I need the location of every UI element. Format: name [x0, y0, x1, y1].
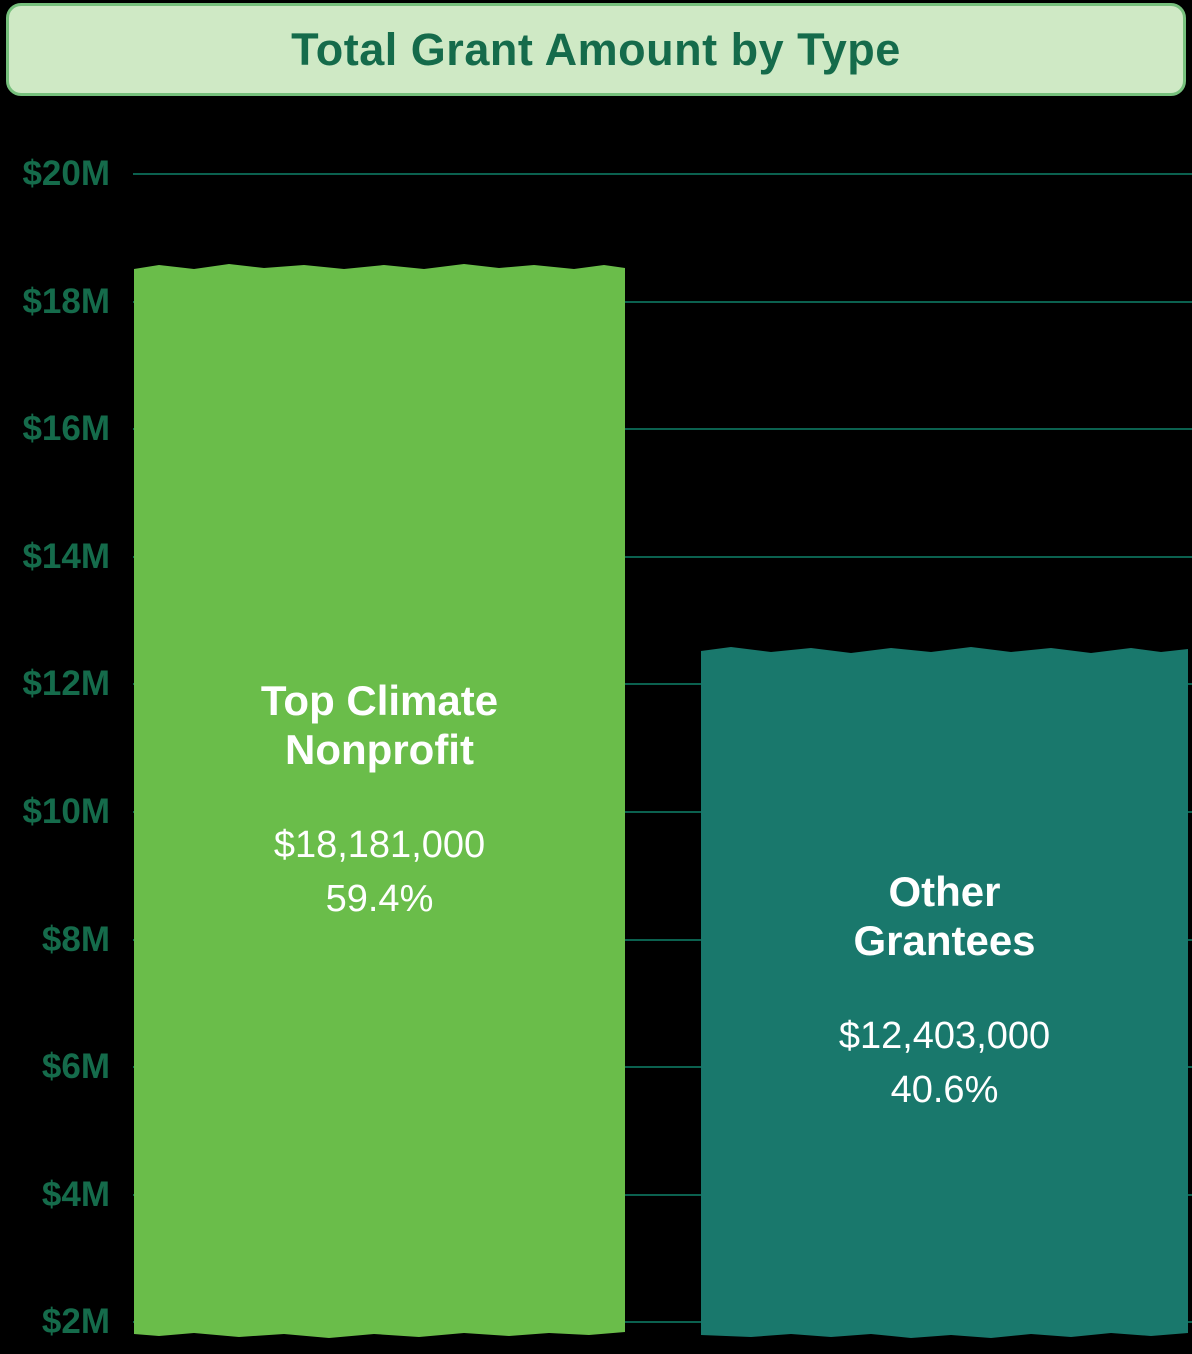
y-axis-tick-label-20m: $20M	[22, 154, 110, 193]
gridline-16m	[133, 428, 1192, 430]
bar-label-line-1: Other	[888, 868, 1001, 915]
bar-figures: $12,403,000 40.6%	[839, 1009, 1050, 1117]
bar-label-line-1: Top Climate	[260, 676, 499, 724]
gridline-8m	[133, 939, 1192, 941]
y-axis-tick-label-16m: $16M	[22, 409, 110, 448]
gridline-12m	[133, 683, 1192, 685]
y-axis-tick-label-12m: $12M	[22, 664, 110, 703]
y-axis-tick-label-6m: $6M	[41, 1047, 110, 1086]
gridline-14m	[133, 556, 1192, 558]
y-axis-tick-label-8m: $8M	[41, 920, 110, 959]
bar-other-grantees: Other Grantees $12,403,000 40.6%	[701, 647, 1188, 1338]
bar-label: Other Grantees	[853, 867, 1035, 965]
bar-label-line-2: Grantees	[853, 917, 1036, 964]
y-axis-tick-label-2m: $2M	[41, 1302, 110, 1341]
bar-percent: 40.6%	[890, 1069, 999, 1111]
gridline-6m	[133, 1066, 1192, 1068]
bar-amount: $12,403,000	[838, 1015, 1051, 1057]
bar-label: Top Climate Nonprofit	[261, 676, 498, 774]
bar-percent: 59.4%	[325, 877, 434, 920]
y-axis-tick-label-18m: $18M	[22, 282, 110, 321]
gridline-18m	[133, 301, 1192, 303]
gridline-4m	[133, 1194, 1192, 1196]
gridline-2m	[133, 1321, 1192, 1323]
y-axis-tick-label-10m: $10M	[22, 792, 110, 831]
bar-figures: $18,181,000 59.4%	[274, 818, 485, 926]
y-axis-tick-label-14m: $14M	[22, 537, 110, 576]
gridline-20m	[133, 173, 1192, 175]
y-axis-tick-label-4m: $4M	[41, 1175, 110, 1214]
chart-title: Total Grant Amount by Type	[291, 23, 901, 75]
bar-label-line-2: Nonprofit	[285, 725, 474, 773]
gridline-10m	[133, 811, 1192, 813]
chart-title-banner: Total Grant Amount by Type	[6, 3, 1186, 96]
bar-top-climate-nonprofit: Top Climate Nonprofit $18,181,000 59.4%	[134, 264, 625, 1338]
bar-amount: $18,181,000	[273, 823, 486, 866]
